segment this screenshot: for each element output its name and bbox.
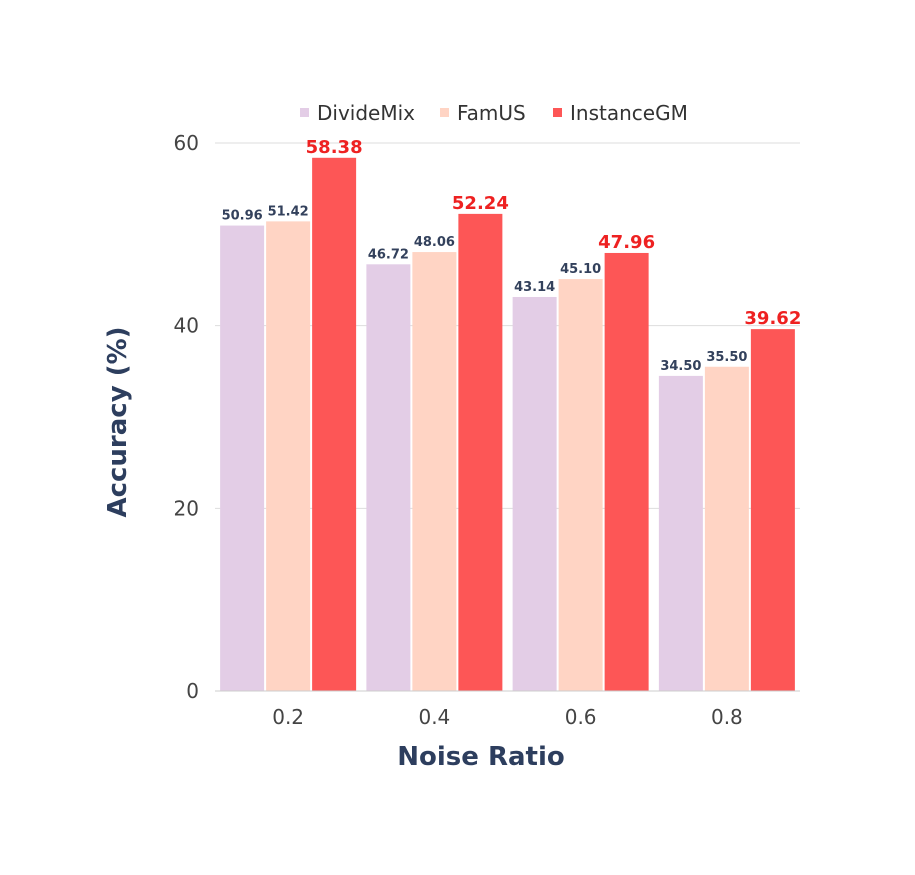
value-label: 47.96 (598, 232, 655, 253)
bar-instancegm-0.6 (604, 252, 649, 691)
x-tick-label: 0.8 (711, 705, 743, 729)
value-label: 45.10 (560, 262, 601, 277)
value-label: 34.50 (660, 359, 701, 374)
bar-dividemix-0.6 (512, 296, 557, 691)
y-tick-label: 0 (186, 679, 199, 703)
bar-instancegm-0.4 (458, 213, 503, 691)
bar-instancegm-0.2 (312, 157, 357, 691)
bar-dividemix-0.2 (220, 225, 265, 691)
value-label: 58.38 (306, 137, 363, 158)
x-tick-label: 0.6 (565, 705, 597, 729)
bar-dividemix-0.4 (366, 264, 411, 691)
value-labels: 50.96 51.42 58.38 46.72 48.06 52.24 43.14 45.10… (222, 137, 802, 374)
x-axis-ticks: 0.2 0.4 0.6 0.8 (272, 705, 743, 729)
x-tick-label: 0.2 (272, 705, 304, 729)
value-label: 52.24 (452, 193, 509, 214)
legend: DivideMix FamUS InstanceGM (300, 101, 688, 125)
bars (220, 157, 795, 691)
value-label: 50.96 (222, 209, 263, 224)
bar-dividemix-0.8 (658, 375, 703, 691)
legend-swatch-instancegm (553, 108, 562, 117)
y-axis-title: Accuracy (%) (103, 326, 133, 517)
value-label: 39.62 (744, 308, 801, 329)
legend-swatch-dividemix (300, 108, 309, 117)
bar-famus-0.6 (558, 279, 603, 691)
value-label: 51.42 (268, 204, 309, 219)
value-label: 35.50 (706, 350, 747, 365)
y-axis-ticks: 0 20 40 60 (174, 131, 199, 703)
legend-label-famus: FamUS (457, 101, 526, 125)
y-tick-label: 20 (174, 496, 199, 520)
x-axis-title: Noise Ratio (397, 742, 564, 772)
bar-famus-0.8 (704, 366, 749, 691)
bar-famus-0.2 (266, 221, 311, 691)
legend-swatch-famus (440, 108, 449, 117)
bar-famus-0.4 (412, 252, 457, 691)
bar-instancegm-0.8 (750, 329, 795, 691)
x-tick-label: 0.4 (418, 705, 450, 729)
value-label: 48.06 (414, 235, 455, 250)
legend-label-instancegm: InstanceGM (570, 101, 688, 125)
value-label: 43.14 (514, 280, 555, 295)
y-tick-label: 60 (174, 131, 199, 155)
legend-label-dividemix: DivideMix (317, 101, 415, 125)
value-label: 46.72 (368, 247, 409, 262)
y-tick-label: 40 (174, 314, 199, 338)
